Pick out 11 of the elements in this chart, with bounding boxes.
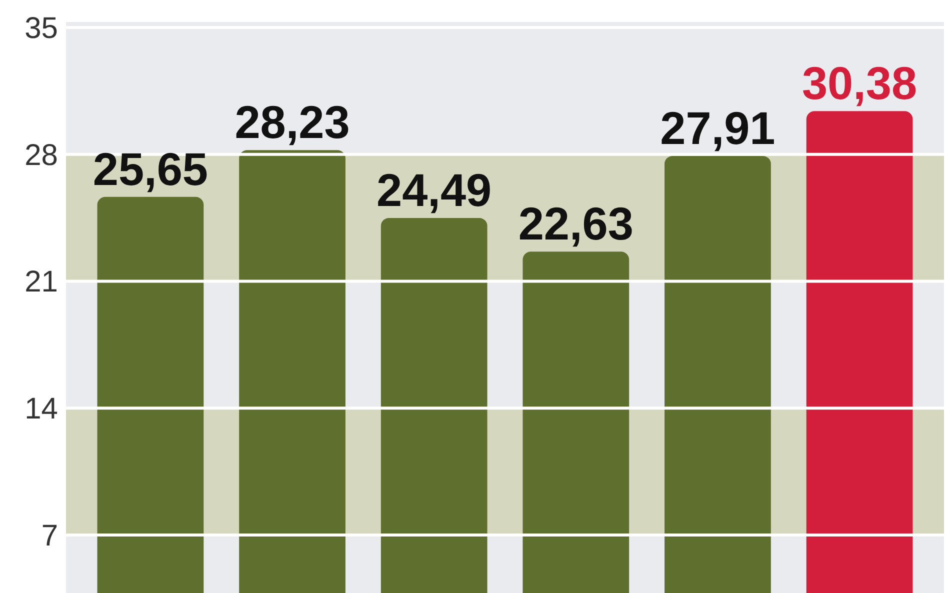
y-tick-label: 28 [24, 138, 58, 172]
y-tick-label: 21 [24, 266, 58, 299]
data-label: 27,91 [660, 102, 776, 154]
data-label: 25,65 [92, 142, 208, 195]
y-tick-label: 7 [41, 519, 58, 552]
data-label: 22,63 [518, 198, 634, 250]
y-tick-label: 14 [24, 392, 58, 426]
data-label: 30,38 [802, 57, 918, 110]
data-label: 24,49 [376, 164, 492, 216]
data-label: 28,23 [234, 96, 350, 148]
y-tick-label: 35 [24, 12, 58, 45]
